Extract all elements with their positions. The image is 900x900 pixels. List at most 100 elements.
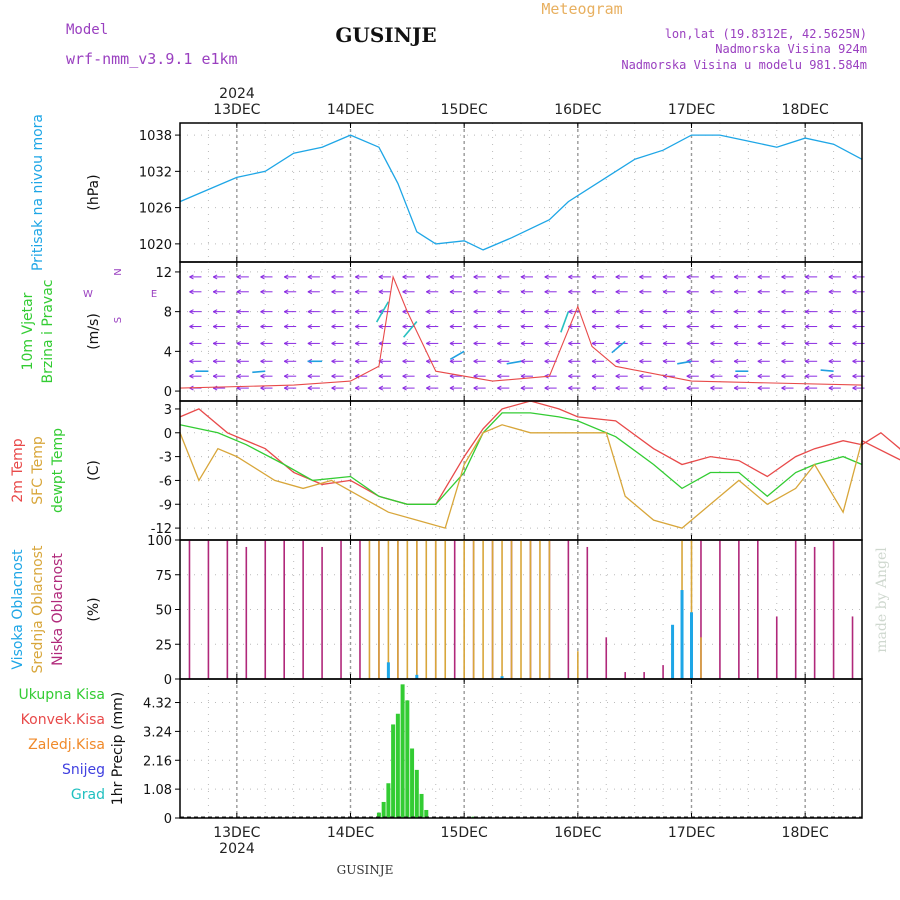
cloud-bar [662,665,664,679]
wind-arrow-head [378,373,384,379]
wind-frame [179,261,863,402]
wind-arrow-head [212,358,218,364]
clouds-unit-label: (%) [86,597,102,621]
wind-arrow-head [615,373,620,379]
wind-arrow-head [757,340,763,346]
precip-bar [395,713,400,818]
precip-unit-label: 1hr Precip (mm) [110,692,126,805]
precip-bar [400,684,405,818]
wind-arrow-head [710,340,715,346]
wind-arrow-head [686,340,691,346]
wind-arrow-head [568,358,573,364]
wind-arrow-head [260,309,265,315]
wind-arrow-head [781,340,786,346]
top-date-label: 14DEC [327,102,374,118]
bottom-date-label: 15DEC [441,825,488,841]
wind-arrow-head [757,385,763,391]
cloud-bar [302,540,304,679]
temperature-unit-label: (C) [86,460,102,481]
wind-arrow-head [804,274,810,280]
top-date-label: 17DEC [668,102,715,118]
wind-arrow-head [331,373,336,379]
compass-label: E [151,289,157,300]
y-tick-label: 0 [164,385,172,400]
wind-arrow-head [497,309,502,315]
wind-arrow-head [355,340,360,346]
legend-label: Ukupna Kisa [18,687,105,703]
wind-arrow-head [307,385,313,391]
wind-arrow-head [426,289,431,295]
cloud-bar [207,540,210,679]
cloud-bar [738,540,740,679]
wind-arrow-head [283,358,289,364]
wind-arrow-head [852,274,857,280]
cloud-bar [226,540,229,679]
precip-bar [386,783,391,818]
wind-arrow-head [828,385,834,391]
cloud-bar [397,540,399,679]
wind-arrow-head [733,289,739,295]
wind-arrow-head [662,274,668,280]
cloud-bar [690,612,693,679]
side-label: Niska Oblacnost [50,553,66,666]
wind-arrow-head [260,289,265,295]
dewpt-temp-series-line [179,412,863,505]
cloud-bar [472,540,475,679]
cloud-bar [700,540,702,679]
panels: 1020 1026 1032 1038 (hPa) Pritisak na nivou m… [10,114,900,827]
cloud-bar [671,624,675,679]
wind-arrow-head [331,289,336,295]
cloud-bar [491,540,494,679]
side-label: Visoka Oblacnost [10,549,26,670]
wind-arrow-head [544,309,549,315]
wind-arrow-head [426,274,431,280]
2m-temp-series-line [179,400,900,505]
wind-arrow-head [355,324,360,329]
wind-arrow-head [591,340,597,346]
wind-arrow-head [639,309,644,315]
wind-arrow-head [544,385,549,391]
wind-barb [375,301,390,323]
wind-arrow-head [449,274,455,280]
cloud-bar [529,540,532,679]
cloud-bar [264,540,267,679]
wind-arrow-head [828,309,834,315]
wind-arrow-head [236,309,242,315]
wind-arrow-head [473,309,478,315]
wind-arrow-head [283,289,289,295]
wind-arrow-head [426,358,431,364]
cloud-bar [283,540,285,679]
wind-arrow-head [331,340,336,346]
wind-arrow-head [402,373,407,379]
wind-arrow-head [591,373,597,379]
cloud-bar [378,540,380,679]
cloud-bar [851,616,854,679]
wind-arrow-head [236,373,242,379]
wind-arrow-head [473,385,478,391]
wind-arrow-head [497,340,502,346]
wind-panel: 0 4 8 12 N S W E (m/s) 10m Vjetar Brzina i Pravac [20,261,865,402]
wind-arrow-head [236,289,242,295]
wind-arrow-head [378,289,384,295]
wind-arrow-head [733,274,739,280]
cloud-bar [643,672,645,679]
cloud-bar [482,540,484,679]
cloud-bar [387,540,390,679]
wind-arrow-head [189,274,194,280]
cloud-bar [680,590,684,679]
wind-arrow-head [307,274,313,280]
side-label: dewpt Temp [50,428,66,513]
wind-arrow-head [283,309,289,315]
wind-unit-label: (m/s) [86,313,102,350]
wind-arrow-head [189,373,194,379]
wind-arrow-head [283,385,289,391]
temperature-frame [179,400,863,541]
cloud-bar [539,540,541,679]
bottom-date-labels: 13DEC 14DEC 15DEC 16DEC 17DEC 18DEC [213,825,829,841]
wind-arrow-head [544,324,549,329]
wind-arrow-head [757,324,763,329]
wind-arrow-head [236,324,242,329]
y-tick-label: 50 [155,604,172,619]
cloud-bar [463,540,465,679]
wind-arrow-head [733,385,739,391]
